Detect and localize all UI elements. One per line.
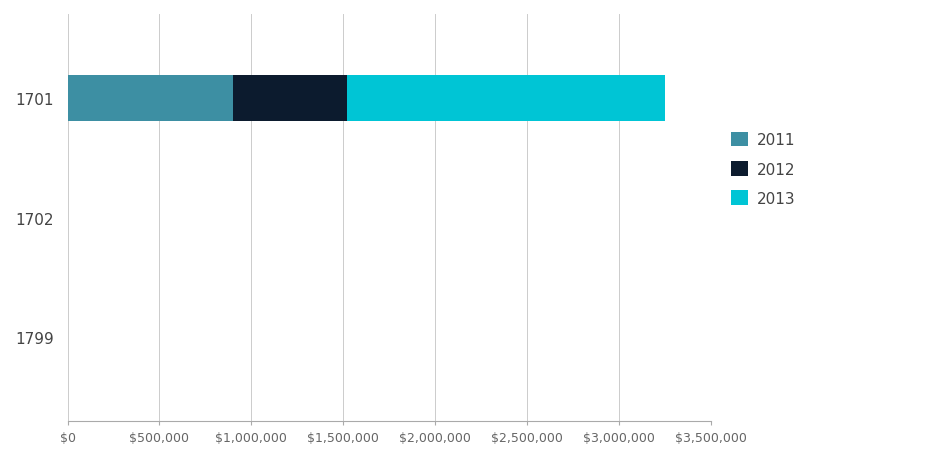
Legend: 2011, 2012, 2013: 2011, 2012, 2013 — [724, 126, 801, 213]
Bar — [68, 76, 233, 121]
Bar — [233, 76, 346, 121]
Bar — [346, 76, 664, 121]
